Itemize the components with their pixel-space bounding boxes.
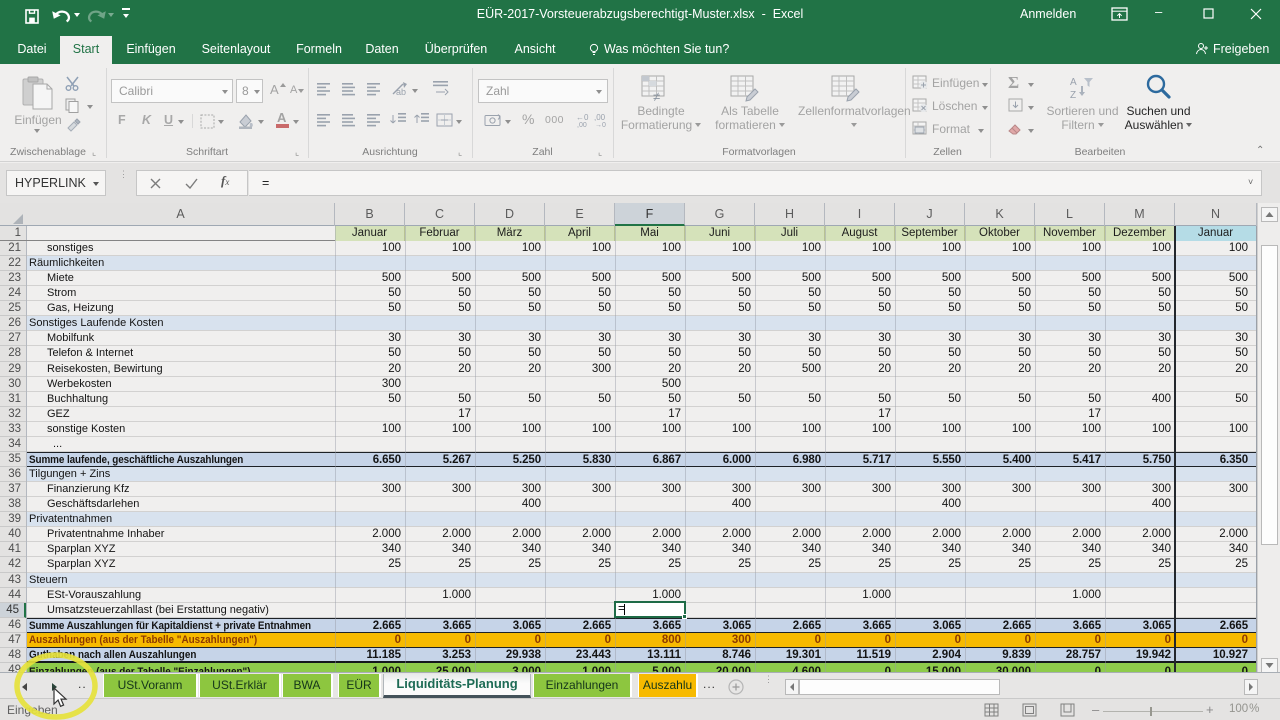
svg-text:←0: ←0: [576, 113, 589, 122]
svg-text:ab: ab: [396, 87, 406, 97]
svg-text:A: A: [1070, 77, 1077, 88]
svg-text:≠: ≠: [653, 89, 660, 103]
svg-text:,00: ,00: [594, 113, 606, 122]
svg-text:→0: →0: [595, 122, 606, 128]
svg-text:Z: Z: [1070, 90, 1076, 100]
svg-text:,00: ,00: [577, 122, 587, 128]
